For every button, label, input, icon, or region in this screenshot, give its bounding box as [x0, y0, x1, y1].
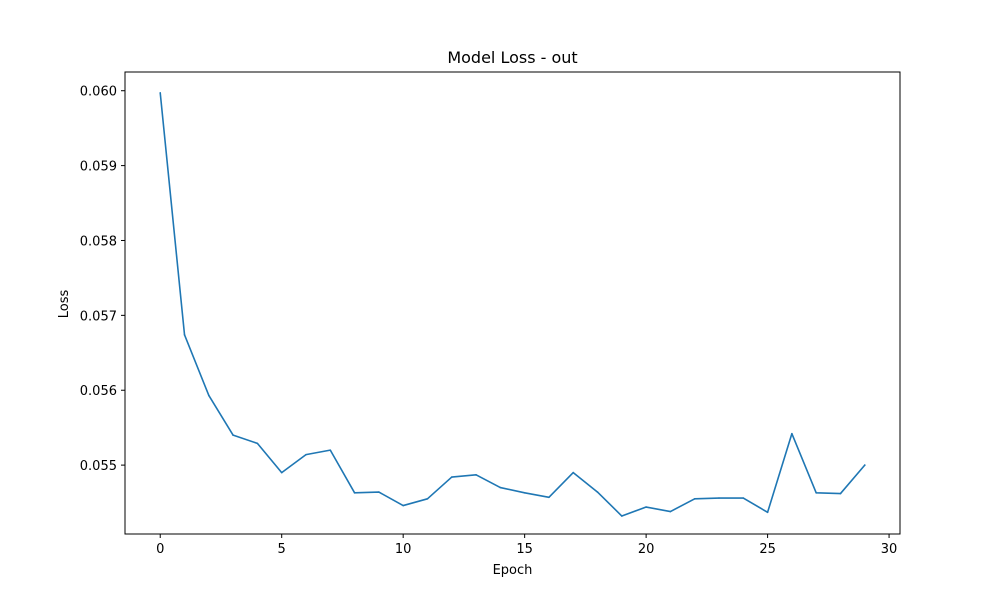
data-point [159, 92, 162, 94]
data-point [402, 504, 404, 507]
x-tick-label: 30 [881, 542, 898, 557]
data-point [475, 474, 477, 476]
data-point [523, 492, 526, 494]
data-point [353, 492, 356, 494]
data-point [256, 442, 259, 445]
y-tick-label: 0.057 [80, 309, 117, 324]
data-point [621, 515, 623, 517]
data-point [183, 334, 186, 336]
x-tick-label: 0 [156, 542, 164, 557]
y-tick-label: 0.060 [80, 85, 117, 100]
data-point [863, 464, 866, 466]
series-line-1 [159, 92, 866, 517]
y-tick-label: 0.059 [80, 160, 117, 175]
chart-title: Model Loss - out [447, 48, 577, 67]
data-point [329, 449, 332, 451]
data-point [426, 498, 429, 500]
data-point [669, 510, 672, 513]
data-point [596, 491, 599, 493]
x-tick-label: 15 [516, 542, 533, 557]
x-tick-label: 25 [759, 542, 776, 557]
data-point [280, 471, 283, 474]
data-point [450, 476, 453, 478]
data-point [378, 491, 380, 493]
y-tick-label: 0.055 [80, 459, 117, 474]
y-axis-label: Loss [57, 290, 72, 319]
data-point [499, 486, 502, 489]
data-point [548, 496, 550, 499]
data-point [232, 434, 234, 436]
y-tick-label: 0.056 [80, 384, 117, 399]
x-tick-label: 5 [278, 542, 286, 557]
data-point [839, 492, 842, 495]
data-point [718, 497, 720, 499]
data-point [208, 394, 210, 397]
x-tick-label: 20 [638, 542, 655, 557]
x-axis-label: Epoch [493, 563, 533, 578]
data-point [815, 492, 817, 494]
data-point [742, 497, 745, 499]
x-tick-label: 10 [395, 542, 412, 557]
y-tick-label: 0.058 [80, 234, 117, 249]
data-point [766, 511, 769, 514]
data-point [572, 471, 575, 474]
data-point [645, 506, 647, 508]
plot-frame [124, 71, 901, 535]
data-point [791, 432, 793, 435]
plot-area: 0 5 10 15 20 25 30 0.055 0.056 0.057 0.058 0.059 0.0… [80, 71, 901, 557]
data-point [305, 453, 307, 456]
data-point [693, 498, 696, 500]
